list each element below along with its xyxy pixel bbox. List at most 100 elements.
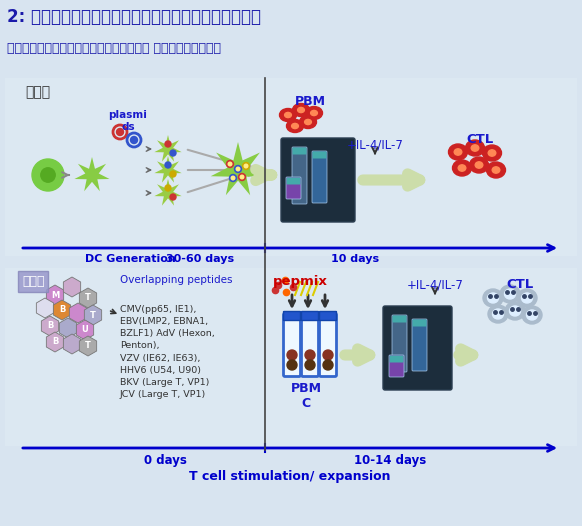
Circle shape (229, 175, 236, 181)
FancyBboxPatch shape (412, 319, 427, 371)
Ellipse shape (293, 104, 310, 116)
Circle shape (165, 185, 171, 191)
FancyBboxPatch shape (313, 151, 327, 158)
Circle shape (165, 141, 171, 147)
Text: +IL-4/IL-7: +IL-4/IL-7 (407, 278, 463, 291)
Ellipse shape (285, 113, 292, 118)
Circle shape (323, 350, 333, 360)
Circle shape (170, 171, 176, 177)
Ellipse shape (306, 106, 322, 119)
Text: CMV(pp65, IE1),
EBV(LMP2, EBNA1,
BZLF1) AdV (Hexon,
Penton),
VZV (IE62, IE63),
H: CMV(pp65, IE1), EBV(LMP2, EBNA1, BZLF1) … (120, 305, 215, 399)
Circle shape (235, 166, 242, 173)
Circle shape (243, 163, 250, 169)
Ellipse shape (492, 167, 500, 173)
Polygon shape (154, 179, 182, 206)
Ellipse shape (475, 162, 483, 168)
Circle shape (236, 167, 240, 171)
Ellipse shape (470, 157, 488, 173)
Ellipse shape (509, 306, 520, 316)
FancyBboxPatch shape (389, 355, 404, 377)
FancyBboxPatch shape (413, 319, 427, 327)
FancyBboxPatch shape (286, 177, 301, 199)
Polygon shape (74, 157, 109, 191)
FancyBboxPatch shape (320, 313, 336, 377)
FancyBboxPatch shape (286, 177, 300, 185)
Ellipse shape (487, 162, 506, 178)
Circle shape (228, 162, 232, 166)
FancyBboxPatch shape (392, 316, 406, 322)
Circle shape (239, 174, 246, 180)
FancyBboxPatch shape (5, 78, 577, 256)
Ellipse shape (292, 124, 299, 128)
Text: 10 days: 10 days (331, 254, 379, 264)
Ellipse shape (505, 289, 516, 299)
Text: pepmix: pepmix (272, 275, 328, 288)
FancyBboxPatch shape (5, 268, 577, 446)
Ellipse shape (297, 107, 304, 113)
FancyBboxPatch shape (320, 311, 336, 320)
FancyBboxPatch shape (283, 313, 300, 377)
Ellipse shape (466, 140, 484, 156)
Ellipse shape (279, 108, 296, 122)
Text: 10-14 days: 10-14 days (354, 454, 426, 467)
Circle shape (244, 164, 248, 168)
Ellipse shape (454, 149, 462, 155)
Text: PBM: PBM (295, 95, 326, 108)
FancyBboxPatch shape (301, 311, 318, 320)
Ellipse shape (522, 306, 542, 324)
FancyBboxPatch shape (293, 147, 307, 155)
Text: +IL-4/IL-7: +IL-4/IL-7 (346, 138, 403, 151)
FancyBboxPatch shape (283, 311, 300, 320)
Circle shape (305, 350, 315, 360)
Polygon shape (154, 135, 182, 161)
Ellipse shape (300, 116, 317, 128)
Ellipse shape (505, 302, 525, 320)
Ellipse shape (286, 119, 303, 133)
Text: DC Generation: DC Generation (84, 254, 175, 264)
Text: 従来法: 従来法 (25, 85, 50, 99)
Circle shape (305, 360, 315, 370)
Circle shape (226, 160, 233, 167)
Ellipse shape (521, 293, 533, 303)
Text: 多種類のウイルス特異的に傷害性をもつＴ 細胞の作成法の開発: 多種類のウイルス特異的に傷害性をもつＴ 細胞の作成法の開発 (7, 42, 221, 55)
Text: Overlapping peptides: Overlapping peptides (120, 275, 232, 285)
Ellipse shape (500, 285, 520, 303)
Text: T: T (90, 310, 96, 319)
Circle shape (287, 360, 297, 370)
Text: B: B (59, 306, 65, 315)
Ellipse shape (527, 310, 538, 320)
FancyBboxPatch shape (312, 151, 327, 203)
Text: CTL: CTL (506, 278, 534, 291)
Circle shape (240, 175, 244, 179)
Circle shape (165, 162, 171, 168)
Ellipse shape (449, 144, 467, 160)
Text: T: T (85, 341, 91, 350)
Circle shape (32, 159, 64, 191)
FancyBboxPatch shape (301, 313, 318, 377)
FancyBboxPatch shape (389, 356, 403, 362)
Ellipse shape (458, 165, 466, 171)
Text: CTL: CTL (466, 133, 494, 146)
Polygon shape (154, 156, 182, 183)
Circle shape (170, 150, 176, 156)
Text: 30-60 days: 30-60 days (166, 254, 234, 264)
FancyBboxPatch shape (292, 147, 307, 204)
Circle shape (231, 176, 235, 180)
FancyBboxPatch shape (392, 315, 407, 372)
Circle shape (41, 168, 55, 182)
Circle shape (287, 350, 297, 360)
Text: plasmi
ds: plasmi ds (109, 110, 147, 132)
Text: B: B (47, 321, 53, 330)
Ellipse shape (471, 145, 479, 151)
Text: 2: 免疫不全状態の日和見感染症に対する治療法の開発: 2: 免疫不全状態の日和見感染症に対する治療法の開発 (7, 8, 261, 26)
Ellipse shape (482, 145, 502, 161)
Ellipse shape (488, 150, 496, 156)
Ellipse shape (311, 110, 317, 116)
Ellipse shape (492, 309, 503, 319)
FancyBboxPatch shape (383, 306, 452, 390)
Text: PBM
C: PBM C (290, 382, 321, 410)
Text: T cell stimulation/ expansion: T cell stimulation/ expansion (189, 470, 391, 483)
Circle shape (130, 137, 137, 144)
Text: B: B (52, 338, 58, 347)
Circle shape (323, 360, 333, 370)
